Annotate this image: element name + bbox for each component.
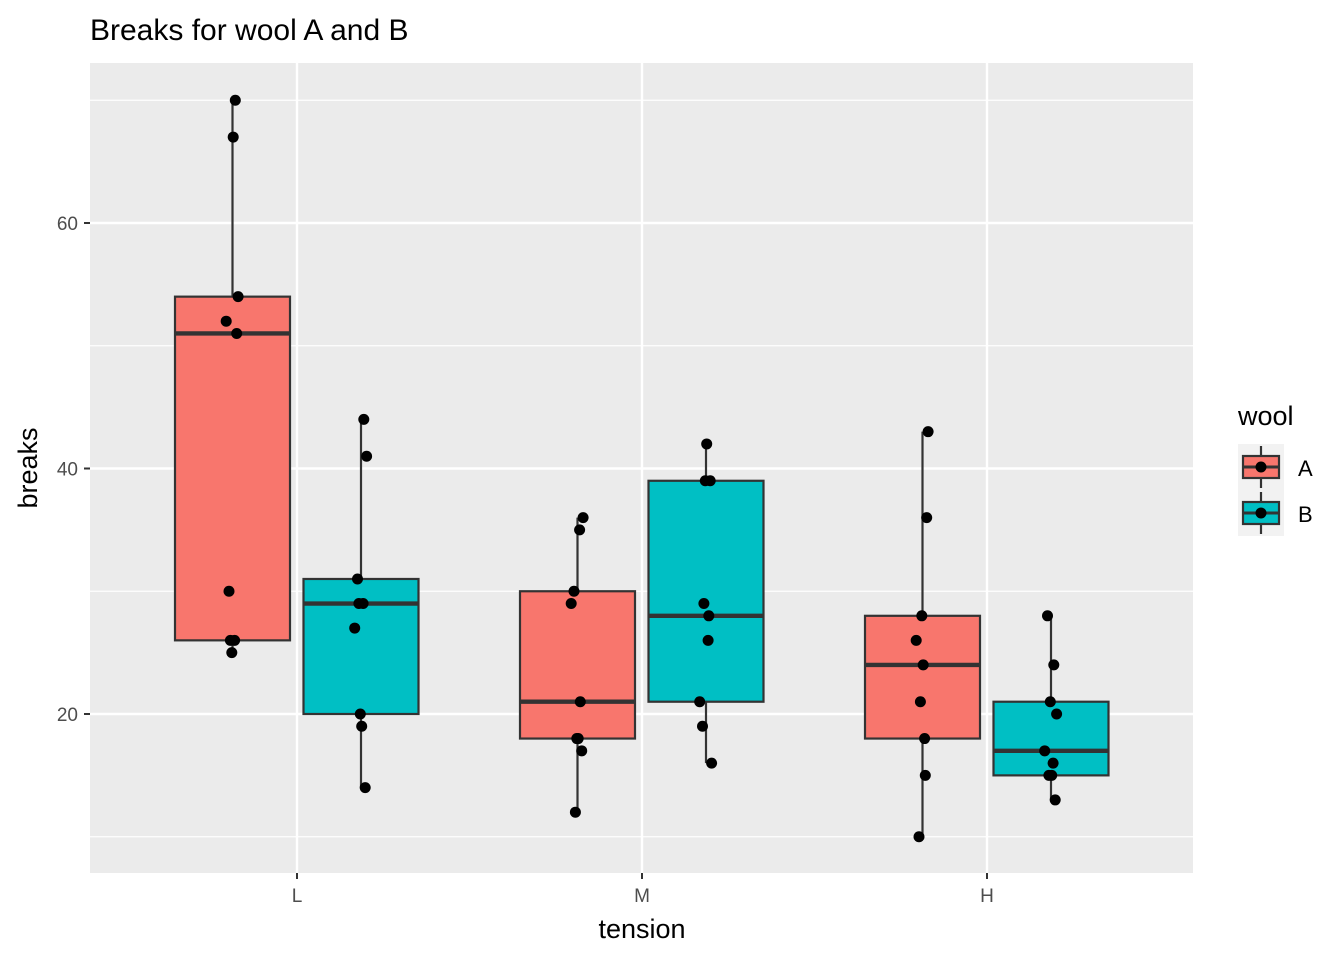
- data-point: [919, 769, 931, 781]
- y-tick-label: 40: [57, 460, 78, 481]
- x-tick-label: M: [634, 886, 650, 907]
- data-point: [922, 426, 934, 438]
- x-axis-label: tension: [598, 914, 685, 944]
- data-point: [702, 634, 714, 646]
- data-point: [574, 696, 586, 708]
- data-point: [223, 585, 235, 597]
- points: [220, 94, 1063, 843]
- data-point: [916, 610, 928, 622]
- data-point: [224, 634, 236, 646]
- data-point: [1046, 769, 1058, 781]
- box-iqr: [173, 295, 292, 642]
- y-tick-label: 20: [57, 705, 78, 726]
- data-point: [227, 131, 239, 143]
- chart-title: Breaks for wool A and B: [90, 14, 409, 47]
- data-point: [703, 610, 715, 622]
- data-point: [352, 573, 363, 585]
- box-B-M: [647, 443, 765, 764]
- data-point: [697, 720, 708, 732]
- data-point: [1048, 659, 1060, 671]
- data-point: [354, 708, 366, 720]
- data-point: [1051, 708, 1063, 720]
- box-A-H: [863, 431, 982, 837]
- data-point: [910, 634, 922, 646]
- data-point: [576, 745, 588, 757]
- y-tick-label: 60: [57, 214, 78, 235]
- data-point: [1049, 794, 1061, 806]
- data-point: [706, 757, 718, 769]
- legend-label-b: B: [1298, 502, 1313, 527]
- data-point: [220, 315, 232, 327]
- data-point: [919, 733, 931, 745]
- legend-point: [1255, 507, 1267, 519]
- axes: 20 40 60 L M H: [57, 214, 994, 907]
- legend-key-A: [1241, 446, 1281, 488]
- data-point: [226, 647, 238, 659]
- box-iqr: [647, 479, 765, 703]
- data-point: [574, 524, 586, 536]
- box-A-L: [173, 100, 292, 653]
- data-point: [232, 291, 244, 303]
- x-tick-label: H: [980, 886, 994, 907]
- data-point: [231, 327, 243, 339]
- data-point: [698, 598, 710, 610]
- data-point: [917, 659, 929, 671]
- data-point: [572, 733, 584, 745]
- y-axis-label: breaks: [13, 427, 43, 508]
- data-point: [361, 450, 373, 462]
- data-point: [913, 831, 925, 843]
- data-point: [701, 438, 713, 450]
- legend-key-B: [1241, 492, 1281, 534]
- x-tick-label: L: [292, 886, 303, 907]
- data-point: [358, 413, 370, 425]
- data-point: [565, 598, 577, 610]
- legend-label-a: A: [1298, 456, 1313, 481]
- legend: wool A B: [1237, 401, 1313, 536]
- data-point: [359, 782, 371, 794]
- box-iqr: [518, 590, 637, 740]
- legend-point: [1255, 461, 1267, 473]
- data-point: [568, 585, 580, 597]
- data-point: [921, 512, 933, 524]
- data-point: [1047, 757, 1059, 769]
- data-point: [577, 512, 589, 524]
- box-iqr: [863, 614, 982, 740]
- data-point: [1042, 610, 1053, 622]
- data-point: [229, 94, 241, 106]
- data-point: [1044, 696, 1056, 708]
- data-point: [694, 696, 706, 708]
- legend-title: wool: [1237, 401, 1294, 431]
- data-point: [914, 696, 926, 708]
- data-point: [704, 475, 716, 487]
- data-point: [569, 806, 581, 818]
- data-point: [356, 720, 368, 732]
- data-point: [349, 622, 361, 634]
- boxes: [173, 100, 1110, 837]
- data-point: [357, 598, 369, 610]
- data-point: [1039, 745, 1051, 757]
